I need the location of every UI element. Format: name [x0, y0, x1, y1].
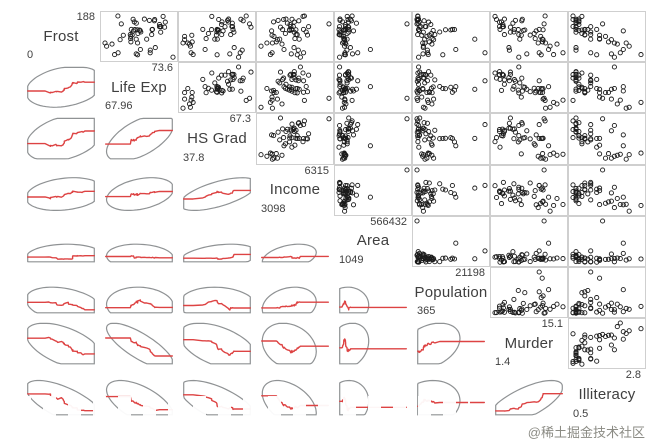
- variable-name-label: Area: [356, 232, 390, 250]
- scatter-panel-frost-vs-murder: [490, 11, 568, 63]
- scatter-panel-life-exp-vs-income: [256, 62, 334, 114]
- scatter-panel-hs-grad-vs-income: [256, 113, 334, 165]
- ellipse-panel-income-vs-frost: [22, 165, 100, 216]
- max-value-label: 6315: [304, 164, 329, 177]
- max-value-label: 188: [76, 11, 95, 23]
- scatter-panel-income-vs-illiteracy: [568, 164, 646, 216]
- min-value-label: 1049: [339, 253, 364, 266]
- ellipse-panel-illiteracy-vs-population: [412, 369, 490, 420]
- scatter-panel-frost-vs-illiteracy: [568, 11, 646, 63]
- scatter-panel-murder-vs-illiteracy: [568, 318, 646, 370]
- scatter-panel-life-exp-vs-population: [412, 62, 490, 114]
- max-value-label: 566432: [370, 215, 407, 228]
- ellipse-panel-population-vs-area: [334, 267, 412, 318]
- scatter-panel-area-vs-murder: [490, 215, 568, 267]
- ellipse-panel-income-vs-life-exp: [100, 165, 178, 216]
- scatter-panel-income-vs-murder: [490, 164, 568, 216]
- ellipse-panel-murder-vs-frost: [22, 318, 100, 369]
- diagonal-cell-income: 6315 Income 3098: [256, 164, 334, 216]
- variable-name-label: Murder: [504, 334, 554, 352]
- ellipse-panel-illiteracy-vs-murder: [490, 369, 568, 420]
- variable-name-label: HS Grad: [187, 130, 247, 148]
- ellipse-panel-hs-grad-vs-life-exp: [100, 113, 178, 164]
- scatter-panel-income-vs-population: [412, 164, 490, 216]
- ellipse-panel-murder-vs-hs-grad: [178, 318, 256, 369]
- scatter-panel-life-exp-vs-area: [334, 62, 412, 114]
- ellipse-panel-illiteracy-vs-area: [334, 369, 412, 420]
- max-value-label: 21198: [455, 267, 485, 279]
- diagonal-cell-hs-grad: 67.3 HS Grad 37.8: [178, 113, 256, 165]
- ellipse-panel-murder-vs-area: [334, 318, 412, 369]
- scatter-panel-frost-vs-area: [334, 11, 412, 63]
- ellipse-panel-population-vs-income: [256, 267, 334, 318]
- scatter-panel-area-vs-illiteracy: [568, 215, 646, 267]
- ellipse-panel-murder-vs-life-exp: [100, 318, 178, 369]
- ellipse-panel-area-vs-life-exp: [100, 216, 178, 267]
- min-value-label: 3098: [261, 202, 286, 215]
- max-value-label: 73.6: [151, 62, 173, 75]
- variable-name-label: Life Exp: [111, 78, 167, 96]
- ellipse-panel-hs-grad-vs-frost: [22, 113, 100, 164]
- min-value-label: 0: [27, 49, 34, 62]
- scatter-panel-life-exp-vs-illiteracy: [568, 62, 646, 114]
- scatter-panel-hs-grad-vs-illiteracy: [568, 113, 646, 165]
- min-value-label: 0.5: [573, 407, 589, 420]
- scatter-panel-hs-grad-vs-area: [334, 113, 412, 165]
- ellipse-panel-income-vs-hs-grad: [178, 165, 256, 216]
- ellipse-panel-illiteracy-vs-income: [256, 369, 334, 420]
- ellipse-panel-murder-vs-income: [256, 318, 334, 369]
- diagonal-cell-murder: 15.1 Murder 1.4: [490, 318, 568, 370]
- diagonal-cell-area: 566432 Area 1049: [334, 215, 412, 267]
- scatter-panel-hs-grad-vs-population: [412, 113, 490, 165]
- variable-name-label: Population: [414, 283, 488, 301]
- watermark-text: @稀土掘金技术社区: [527, 425, 645, 440]
- diagonal-cell-life-exp: 73.6 Life Exp 67.96: [100, 62, 178, 114]
- scatter-panel-life-exp-vs-hs-grad: [178, 62, 256, 114]
- scatter-panel-frost-vs-income: [256, 11, 334, 63]
- ellipse-panel-life-exp-vs-frost: [22, 62, 100, 113]
- scatter-panel-frost-vs-life-exp: [100, 11, 178, 63]
- min-value-label: 37.8: [183, 151, 205, 164]
- variable-name-label: Income: [269, 181, 321, 199]
- diagonal-cell-frost: 188 Frost 0: [22, 11, 100, 63]
- ellipse-panel-area-vs-hs-grad: [178, 216, 256, 267]
- diagonal-cell-illiteracy: 2.8 Illiteracy 0.5: [568, 369, 646, 421]
- variable-name-label: Frost: [43, 27, 79, 45]
- ellipse-panel-population-vs-life-exp: [100, 267, 178, 318]
- max-value-label: 2.8: [625, 369, 641, 382]
- max-value-label: 15.1: [541, 318, 563, 331]
- min-value-label: 67.96: [105, 100, 133, 113]
- scatter-panel-population-vs-murder: [490, 267, 568, 319]
- ellipse-panel-murder-vs-population: [412, 318, 490, 369]
- min-value-label: 1.4: [495, 356, 511, 369]
- ellipse-panel-population-vs-frost: [22, 267, 100, 318]
- ellipse-panel-illiteracy-vs-hs-grad: [178, 369, 256, 420]
- scatter-panel-income-vs-area: [334, 164, 412, 216]
- ellipse-panel-illiteracy-vs-frost: [22, 369, 100, 420]
- scatter-panel-frost-vs-hs-grad: [178, 11, 256, 63]
- ellipse-panel-population-vs-hs-grad: [178, 267, 256, 318]
- ellipse-panel-area-vs-income: [256, 216, 334, 267]
- min-value-label: 365: [417, 305, 436, 318]
- diagonal-cell-population: 21198 Population 365: [412, 267, 490, 319]
- scatter-panel-frost-vs-population: [412, 11, 490, 63]
- ellipse-panel-area-vs-frost: [22, 216, 100, 267]
- ellipse-panel-illiteracy-vs-life-exp: [100, 369, 178, 420]
- scatter-panel-life-exp-vs-murder: [490, 62, 568, 114]
- scatter-panel-population-vs-illiteracy: [568, 267, 646, 319]
- max-value-label: 67.3: [229, 113, 251, 126]
- scatter-panel-hs-grad-vs-murder: [490, 113, 568, 165]
- scatter-panel-area-vs-population: [412, 215, 490, 267]
- variable-name-label: Illiteracy: [578, 386, 636, 404]
